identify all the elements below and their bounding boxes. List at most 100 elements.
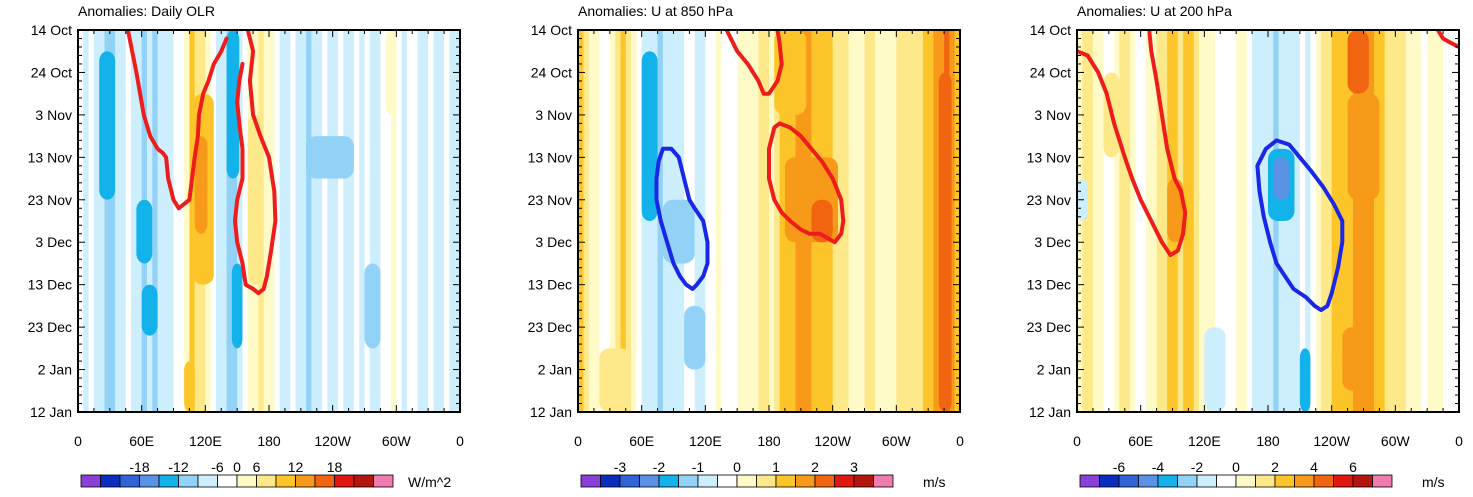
olr-column — [109, 30, 116, 412]
u850-column — [885, 30, 892, 412]
u200-column — [1421, 30, 1428, 412]
olr-colorbar-swatch — [353, 474, 374, 488]
u200-anomaly-patch — [1167, 178, 1184, 243]
olr-column — [83, 30, 90, 412]
olr-colorbar-swatch — [295, 474, 316, 488]
u200-column — [1453, 30, 1459, 412]
olr-ytick-label: 13 Dec — [28, 277, 72, 293]
u200-column — [1299, 30, 1306, 412]
olr-anomaly-patch — [99, 51, 116, 200]
olr-column — [343, 30, 350, 412]
u850-column — [578, 30, 584, 412]
u200-column — [1135, 30, 1142, 412]
u850-column — [848, 30, 855, 412]
u200-column — [1352, 30, 1359, 412]
u850-colorbar-swatch — [619, 474, 640, 488]
olr-colorbar-swatch — [100, 474, 121, 488]
olr-ytick-label: 3 Dec — [35, 234, 72, 250]
olr-column — [300, 30, 307, 412]
u200-ytick-label: 14 Oct — [1030, 22, 1071, 38]
u200-xtick-label: 0 — [1073, 433, 1081, 449]
u200-column — [1331, 30, 1338, 412]
u200-column — [1130, 30, 1136, 412]
u200-ytick-label: 12 Jan — [1029, 404, 1071, 420]
olr-anomaly-patch — [231, 263, 243, 349]
u850-column — [753, 30, 759, 412]
u850-colorbar-units: m/s — [923, 474, 946, 490]
u200-column — [1087, 30, 1094, 412]
u850-column — [604, 30, 611, 412]
olr-colorbar-swatch — [178, 474, 199, 488]
olr-colorbar-swatch — [158, 474, 179, 488]
u200-contour-cold — [1255, 138, 1345, 313]
u200-colorbar-label: 6 — [1349, 459, 1357, 475]
u200-colorbar-swatch — [1216, 474, 1237, 488]
olr-colorbar-label: 12 — [288, 459, 304, 475]
u200-column — [1443, 30, 1449, 412]
olr-colorbar-swatch — [80, 474, 101, 488]
u850-colorbar-label: 2 — [811, 459, 819, 475]
u200-ytick-label: 3 Dec — [1034, 234, 1071, 250]
olr-colorbar-label: -18 — [129, 459, 149, 475]
u850-xtick-label: 60E — [629, 433, 654, 449]
u850-column — [949, 30, 956, 412]
u850-column — [625, 30, 632, 412]
olr-column — [168, 30, 175, 412]
u850-ytick-label: 3 Nov — [535, 107, 572, 123]
olr-anomaly-patch — [141, 284, 158, 336]
olr-column — [396, 30, 403, 412]
olr-xtick-label: 0 — [74, 433, 82, 449]
olr-column — [125, 30, 132, 412]
olr-colorbar-label: -6 — [211, 459, 224, 475]
u200-column — [1077, 30, 1083, 412]
olr-anomaly-patch — [306, 136, 354, 179]
u850-column — [875, 30, 882, 412]
olr-contours — [125, 30, 278, 296]
u200-column — [1230, 30, 1237, 412]
olr-anomaly-patch — [136, 199, 153, 264]
olr-column — [353, 30, 360, 412]
olr-colorbar-swatch — [236, 474, 257, 488]
olr-column — [311, 30, 318, 412]
u850-field — [578, 30, 960, 412]
u200-colorbar-swatch — [1333, 474, 1354, 488]
u200-column — [1204, 30, 1211, 412]
u200-ytick-label: 13 Nov — [1027, 149, 1071, 165]
u200-column — [1400, 30, 1407, 412]
olr-colorbar-swatch — [373, 474, 394, 488]
u200-colorbar-swatch — [1118, 474, 1139, 488]
olr-column — [269, 30, 275, 412]
u200-column — [1305, 30, 1312, 412]
panel-u200: Anomalies: U at 200 hPa 14 Oct 24 Oct 3 No… — [1027, 3, 1463, 490]
olr-column — [406, 30, 413, 412]
u200-column — [1145, 30, 1152, 412]
olr-column — [348, 30, 355, 412]
panel-u200-title: Anomalies: U at 200 hPa — [1077, 3, 1232, 19]
u200-colorbar-units: m/s — [1422, 474, 1445, 490]
u850-column — [620, 30, 627, 412]
u200-colorbar-swatch — [1274, 474, 1295, 488]
u850-column — [859, 30, 866, 412]
u200-colorbar-swatch — [1352, 474, 1373, 488]
u850-column — [954, 30, 960, 412]
olr-colorbar-swatch — [334, 474, 355, 488]
u200-column — [1363, 30, 1370, 412]
u200-colorbar: -6 -4 -2 0 2 4 6 m/s — [1079, 459, 1445, 490]
olr-colorbar: -18 -12 -6 0 6 12 18 W/m^2 — [80, 459, 451, 490]
u850-column — [715, 30, 722, 412]
olr-colorbar-label: 0 — [233, 459, 241, 475]
u850-xtick-label: 0 — [956, 433, 964, 449]
u850-ytick-label: 23 Nov — [528, 192, 572, 208]
u200-field — [1077, 30, 1459, 412]
u200-column — [1124, 30, 1131, 412]
u200-anomaly-patch — [1347, 30, 1369, 94]
u200-colorbar-swatch — [1372, 474, 1393, 488]
olr-column — [290, 30, 297, 412]
olr-column — [115, 30, 122, 412]
u850-column — [891, 30, 897, 412]
olr-contour-warm — [125, 30, 229, 211]
olr-column — [380, 30, 387, 412]
u850-xtick-label: 60W — [882, 433, 912, 449]
u850-colorbar-swatch — [775, 474, 796, 488]
